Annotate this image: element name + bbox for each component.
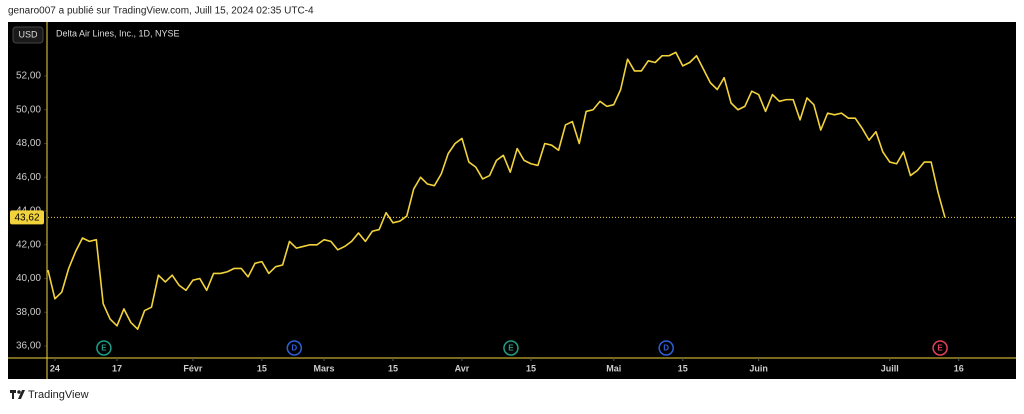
x-tick-label: 15 [257, 363, 267, 373]
x-tick-label: 15 [388, 363, 398, 373]
event-label: D [291, 344, 297, 353]
currency: USD [18, 29, 38, 39]
event-marker [286, 340, 303, 356]
x-tick-label: 16 [954, 363, 964, 373]
event-marker [658, 340, 674, 356]
last-price-label: 43,62 [14, 213, 39, 224]
y-tick-label: 46,00 [16, 172, 41, 183]
y-tick-label: 42,00 [16, 239, 41, 250]
event-label: E [937, 344, 943, 353]
x-tick-label: 24 [50, 363, 60, 373]
x-tick-label: Juill [881, 363, 899, 373]
event-marker [96, 340, 112, 356]
x-tick-label: Mars [313, 363, 334, 373]
x-tick-label: Févr [183, 363, 203, 373]
event-label: E [101, 344, 107, 353]
x-tick-label: Avr [455, 363, 470, 373]
y-tick-label: 48,00 [16, 138, 41, 149]
event-label: D [663, 344, 669, 353]
event-label: E [508, 344, 514, 353]
last-price-box [10, 210, 44, 225]
y-tick-label: 36,00 [16, 341, 41, 352]
event-marker [503, 340, 519, 356]
logo [10, 390, 25, 399]
x-tick-label: Mai [606, 363, 621, 373]
y-tick-label: 50,00 [16, 104, 41, 115]
x-tick-label: 17 [112, 363, 122, 373]
header: genaro007 a publié sur TradingView.com, … [8, 6, 314, 17]
y-tick-label: 40,00 [16, 273, 41, 284]
price-line [47, 51, 946, 330]
event-marker [932, 340, 948, 356]
currency-box[interactable] [12, 26, 44, 44]
x-tick-label: 15 [678, 363, 688, 373]
y-tick-label: 52,00 [16, 71, 41, 82]
chart-background [8, 22, 1016, 379]
x-tick-label: 15 [526, 363, 536, 373]
footer: TradingView [28, 389, 89, 401]
x-tick-label: Juin [749, 363, 768, 373]
chart-title: Delta Air Lines, Inc., 1D, NYSE [56, 28, 180, 38]
y-tick-label: 38,00 [16, 307, 41, 318]
